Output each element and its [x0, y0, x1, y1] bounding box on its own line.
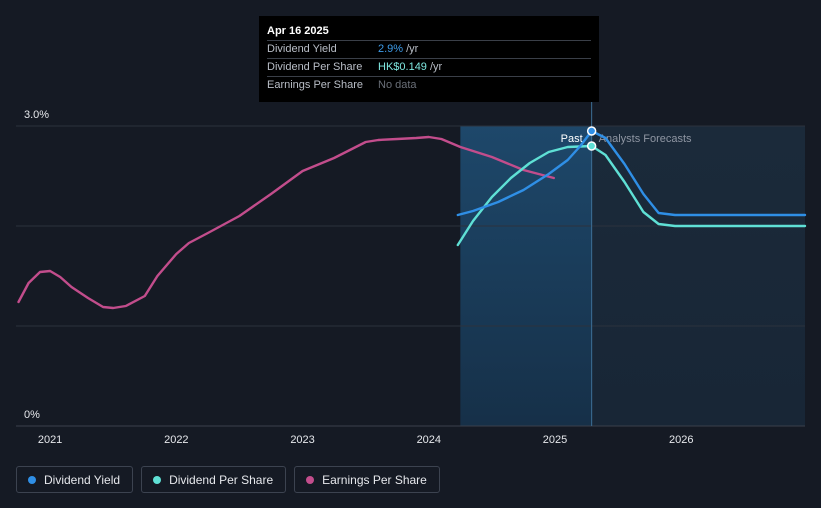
x-tick-label: 2024: [417, 434, 441, 446]
tooltip-row-earnings-per-share: Earnings Per Share No data: [267, 76, 591, 94]
tooltip-row-dividend-yield: Dividend Yield 2.9% /yr: [267, 40, 591, 58]
forecast-region: [591, 126, 805, 426]
legend-dot-icon: [153, 475, 162, 484]
tooltip-value: 2.9%: [378, 43, 404, 55]
past-highlight-region: [460, 126, 592, 426]
x-tick-label: 2026: [669, 434, 693, 446]
tooltip-label: Dividend Per Share: [267, 61, 363, 73]
dividend-yield-point: [586, 126, 597, 136]
legend-label: Earnings Per Share: [322, 472, 427, 487]
dividend-per-share-point: [586, 141, 597, 151]
legend: Dividend Yield Dividend Per Share Earnin…: [16, 466, 440, 493]
forecast-label: Analysts Forecasts: [599, 133, 692, 145]
tooltip-unit: /yr: [406, 43, 419, 55]
x-tick-label: 2022: [164, 434, 188, 446]
tooltip-row-dividend-per-share: Dividend Per Share HK$0.149 /yr: [267, 58, 591, 76]
tooltip: Apr 16 2025 Dividend Yield 2.9% /yr Divi…: [259, 16, 599, 102]
tooltip-unit: /yr: [429, 61, 443, 73]
tooltip-value: HK$0.149: [378, 61, 427, 73]
series-line-earnings-per-share: [17, 135, 555, 310]
legend-dot-icon: [306, 475, 315, 484]
x-tick-label: 2025: [543, 434, 567, 446]
x-tick-label: 2021: [38, 434, 62, 446]
legend-label: Dividend Yield: [44, 472, 121, 487]
tooltip-value: No data: [378, 79, 417, 91]
y-tick-label: 3.0%: [24, 109, 49, 121]
past-label: Past: [561, 133, 583, 145]
tooltip-date: Apr 16 2025: [267, 25, 329, 37]
legend-dot-icon: [28, 475, 36, 484]
legend-item-dividend-yield[interactable]: Dividend Yield: [16, 466, 134, 493]
legend-item-dividend-per-share[interactable]: Dividend Per Share: [141, 466, 287, 493]
series-line-dividend-yield: [456, 129, 807, 217]
y-tick-label: 0%: [24, 409, 40, 421]
tooltip-label: Dividend Yield: [267, 43, 337, 55]
legend-item-earnings-per-share[interactable]: Earnings Per Share: [294, 466, 440, 493]
legend-label: Dividend Per Share: [169, 472, 274, 487]
x-tick-label: 2023: [290, 434, 314, 446]
tooltip-label: Earnings Per Share: [267, 79, 363, 91]
